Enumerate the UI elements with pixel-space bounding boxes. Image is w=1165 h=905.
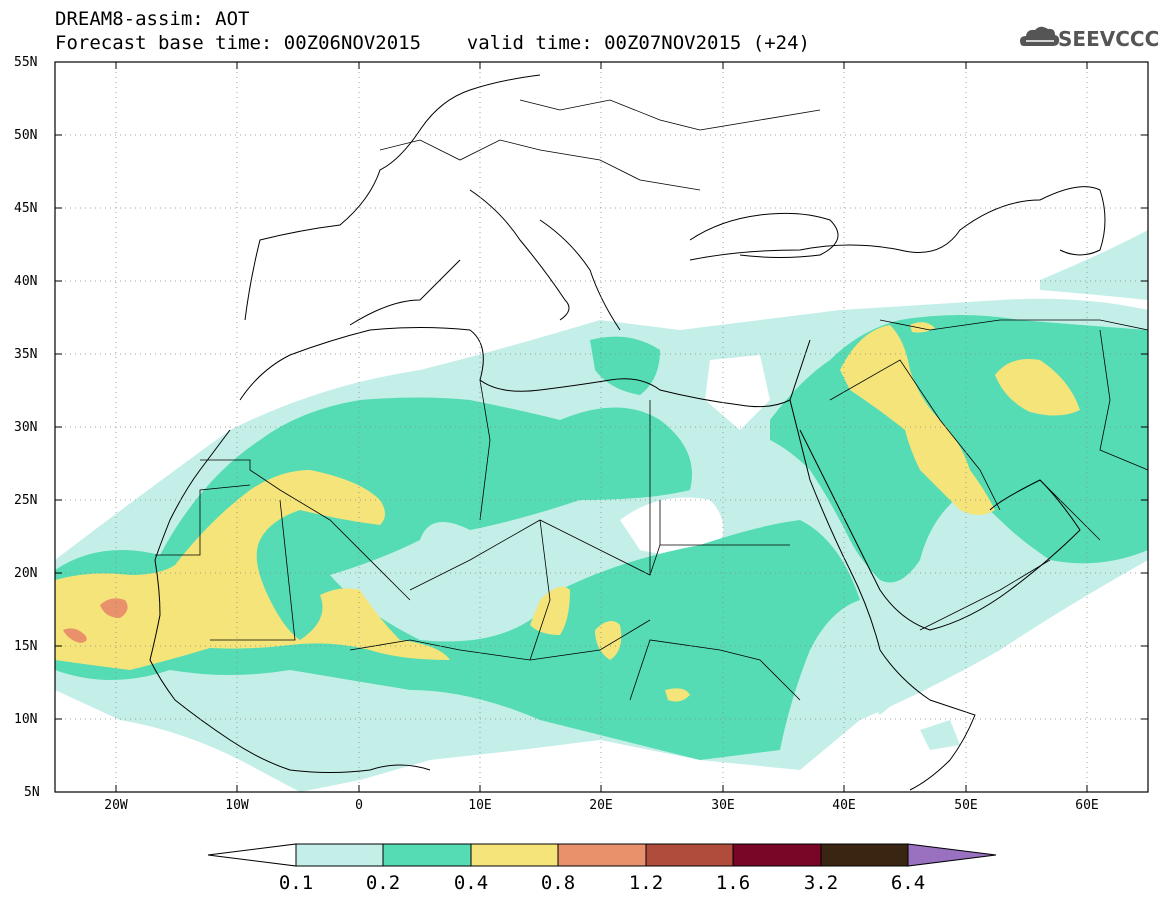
lat-label: 45N [14,201,38,216]
lat-label: 35N [14,347,38,362]
colorbar-over-triangle [907,843,997,867]
forecast-times: Forecast base time: 00Z06NOV2015 valid t… [55,32,810,54]
axis-ticks [55,61,1148,793]
lat-label: 55N [14,55,38,70]
lat-label: 30N [14,420,38,435]
lat-label: 15N [14,639,38,654]
colorbar-label: 0.2 [365,872,401,894]
aot-0.8-1.2 [63,598,128,643]
colorbar-bin-4 [557,843,647,867]
colorbar-label: 0.4 [453,872,489,894]
lat-label: 50N [14,128,38,143]
colorbar-bin-2 [382,843,472,867]
colorbar-bin-6 [732,843,822,867]
lat-label: 25N [14,493,38,508]
colorbar-under-triangle [207,843,297,867]
lon-label: 20E [589,798,613,813]
chart-title: DREAM8-assim: AOT [55,8,250,30]
colorbar-label: 1.2 [628,872,664,894]
lon-label: 10W [225,798,249,813]
lat-label: 5N [24,785,40,800]
coastlines [149,74,1106,791]
country-borders [155,99,1148,701]
aot-below-0.1 [620,355,770,554]
logo-text: SEEVCCC [1058,27,1160,51]
lon-label: 10E [468,798,492,813]
colorbar-bin-7 [820,843,909,867]
colorbar-label: 0.1 [278,872,314,894]
lon-label: 0 [355,798,363,813]
colorbar [207,843,997,867]
colorbar-bin-3 [470,843,559,867]
cloud-icon [1020,26,1060,46]
lat-label: 20N [14,566,38,581]
colorbar-bin-1 [295,843,384,867]
lon-label: 50E [954,798,978,813]
lon-label: 20W [104,798,128,813]
colorbar-label: 0.8 [540,872,576,894]
gridlines [55,62,1148,792]
lon-label: 60E [1075,798,1099,813]
lat-label: 10N [14,712,38,727]
colorbar-label: 1.6 [715,872,751,894]
colorbar-bin-5 [645,843,734,867]
lat-label: 40N [14,274,38,289]
lon-label: 30E [711,798,735,813]
colorbar-label: 6.4 [890,872,926,894]
lon-label: 40E [832,798,856,813]
colorbar-label: 3.2 [803,872,839,894]
